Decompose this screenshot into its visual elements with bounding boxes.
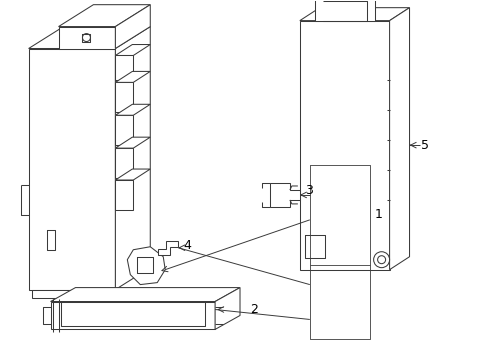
Text: 3: 3 <box>305 184 313 197</box>
Polygon shape <box>58 27 115 49</box>
Polygon shape <box>28 49 115 289</box>
Polygon shape <box>32 289 119 298</box>
Polygon shape <box>115 180 133 210</box>
Polygon shape <box>50 288 240 302</box>
Polygon shape <box>115 55 133 80</box>
Text: 1: 1 <box>375 208 383 221</box>
Text: 4: 4 <box>183 239 191 252</box>
Polygon shape <box>315 0 375 21</box>
Polygon shape <box>115 5 150 49</box>
Polygon shape <box>115 169 150 180</box>
Polygon shape <box>115 115 133 145</box>
Polygon shape <box>28 27 150 49</box>
Polygon shape <box>127 247 165 285</box>
Polygon shape <box>158 241 178 255</box>
Polygon shape <box>215 288 240 329</box>
Text: 2: 2 <box>250 303 258 316</box>
Polygon shape <box>115 137 150 148</box>
Polygon shape <box>270 183 300 207</box>
Polygon shape <box>300 21 390 270</box>
Polygon shape <box>115 71 150 82</box>
Polygon shape <box>115 148 133 178</box>
Polygon shape <box>58 5 150 27</box>
Polygon shape <box>115 27 150 289</box>
Text: 5: 5 <box>421 139 430 152</box>
Polygon shape <box>115 104 150 115</box>
Polygon shape <box>390 8 410 270</box>
Polygon shape <box>115 45 150 55</box>
Polygon shape <box>300 8 410 21</box>
Polygon shape <box>115 82 133 112</box>
Polygon shape <box>50 302 215 329</box>
